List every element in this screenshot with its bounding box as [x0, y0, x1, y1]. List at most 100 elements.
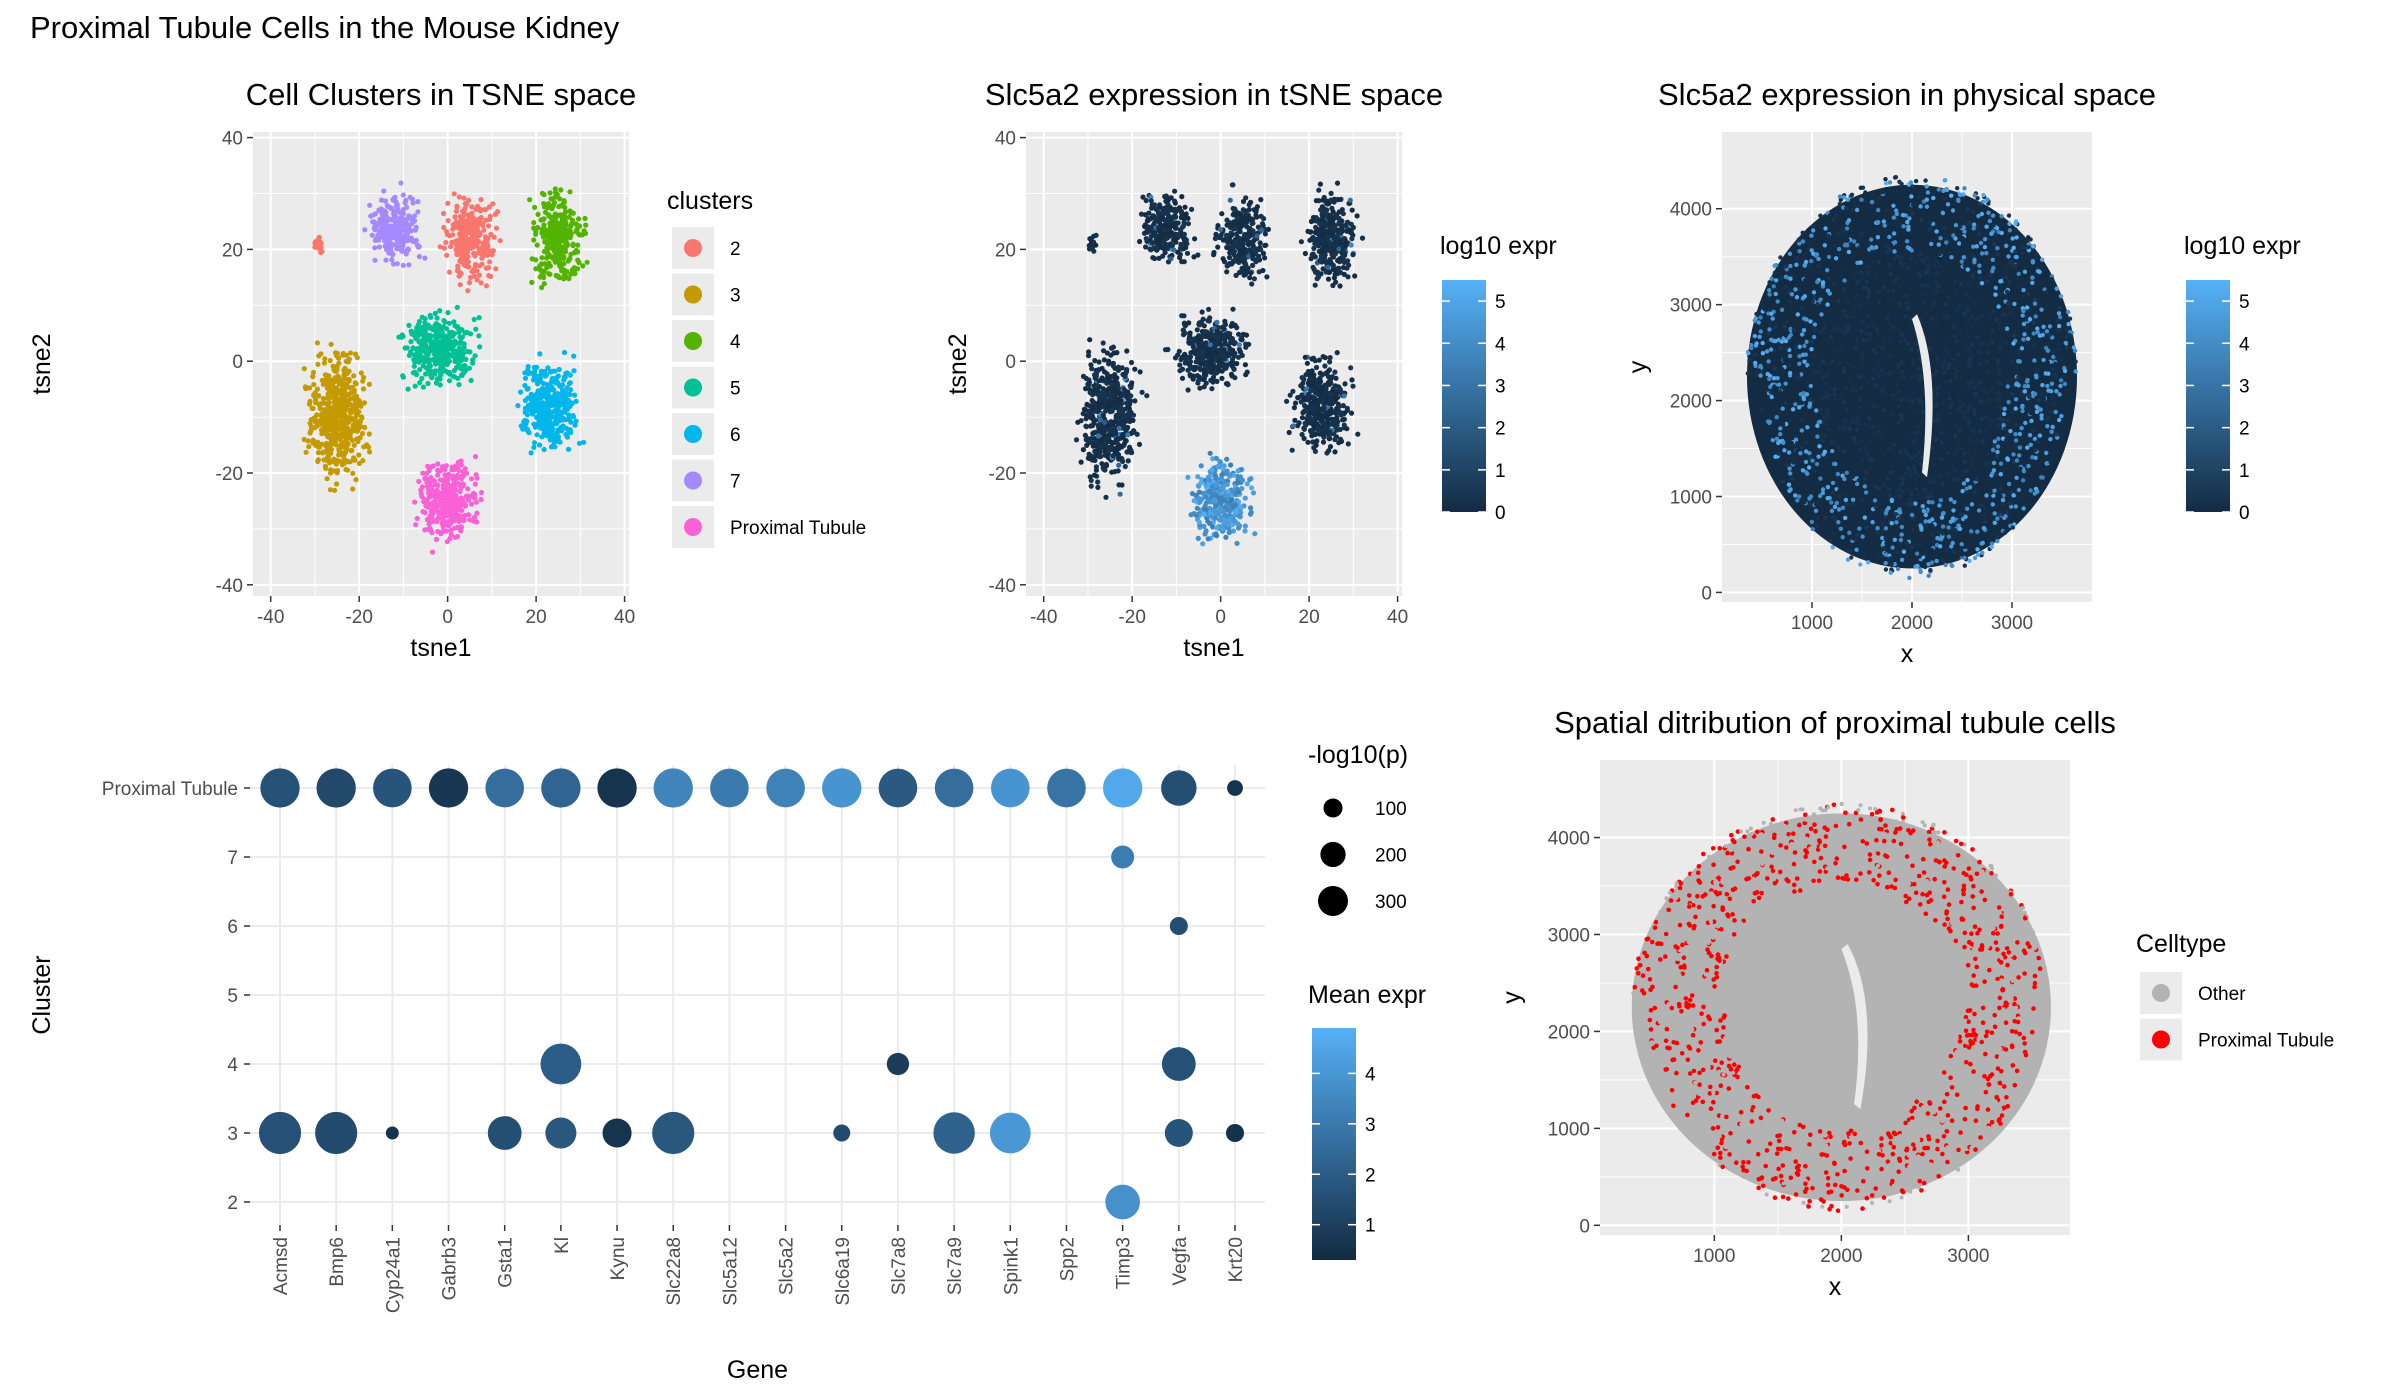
cell-point	[356, 452, 362, 458]
cell-point	[1116, 416, 1122, 423]
cell-point	[1332, 449, 1338, 455]
cell-point	[1120, 434, 1126, 440]
cell-point	[456, 518, 462, 525]
cell-point	[443, 229, 450, 235]
cell-point	[1338, 389, 1344, 395]
cell-point	[319, 377, 325, 383]
cell-point	[534, 414, 540, 420]
cell-point	[562, 374, 568, 380]
cell-point	[1242, 362, 1248, 368]
cell-point	[474, 277, 480, 283]
cell-point	[547, 229, 553, 235]
cell-point	[547, 190, 553, 196]
cell-point	[1179, 375, 1186, 381]
cell-point	[524, 412, 531, 418]
cell-point	[542, 261, 548, 267]
cell-point	[562, 209, 569, 215]
legend-label: 6	[730, 425, 741, 446]
cell-point	[329, 421, 335, 427]
cell-point	[1091, 472, 1098, 478]
cell-point	[1340, 264, 1347, 271]
cell-point	[473, 219, 479, 225]
cell-point	[400, 262, 406, 268]
cell-point	[547, 263, 554, 269]
cell-point	[1220, 256, 1226, 262]
colorbar-label: 3	[1495, 376, 1506, 397]
cell-point	[1194, 505, 1200, 511]
cell-point	[1220, 526, 1226, 532]
cell-point	[331, 433, 337, 439]
cell-point	[1318, 253, 1324, 259]
x-tick-label: 40	[614, 607, 635, 628]
cell-point	[479, 261, 485, 267]
cell-point	[466, 197, 472, 203]
cell-point	[333, 481, 340, 487]
cell-point	[1299, 415, 1305, 421]
cell-point	[1327, 408, 1333, 414]
cell-point	[518, 389, 524, 395]
cell-point	[1332, 418, 1338, 425]
cell-point	[362, 424, 368, 431]
cell-point	[337, 434, 344, 440]
cell-point	[459, 228, 465, 234]
cell-point	[1298, 383, 1304, 389]
cell-point	[332, 375, 338, 382]
cell-point	[1348, 365, 1354, 371]
cell-point	[1248, 270, 1254, 276]
cell-point	[1250, 247, 1256, 253]
cell-point	[416, 478, 422, 485]
cell-point	[437, 308, 443, 314]
cell-point	[1189, 373, 1195, 379]
y-axis-title: tsne2	[944, 333, 972, 394]
cell-point	[1181, 321, 1188, 327]
cell-point	[481, 227, 487, 233]
cell-point	[1201, 511, 1207, 517]
cell-point	[415, 209, 421, 215]
cell-point	[1336, 215, 1342, 221]
cell-point	[556, 244, 562, 250]
cell-point	[351, 373, 357, 379]
cell-point	[1304, 408, 1310, 414]
cell-point	[1214, 328, 1220, 334]
cell-point	[515, 403, 521, 409]
cell-point	[469, 476, 475, 482]
cell-point	[485, 265, 492, 271]
cell-point	[1095, 479, 1101, 485]
cell-point	[563, 240, 569, 247]
cell-point	[1215, 463, 1221, 470]
cell-point	[1255, 256, 1261, 262]
cell-point	[448, 244, 454, 250]
cell-point	[1093, 464, 1099, 470]
cell-point	[1090, 240, 1096, 246]
x-tick-label: -20	[1118, 607, 1145, 628]
cell-point	[1172, 213, 1178, 219]
cell-point	[1150, 245, 1157, 251]
cell-point	[445, 200, 451, 206]
cell-point	[539, 255, 545, 261]
cell-point	[569, 217, 576, 223]
cell-point	[1296, 420, 1302, 426]
cell-point	[350, 470, 356, 476]
cell-point	[1203, 494, 1209, 500]
cell-point	[1326, 374, 1332, 380]
cell-point	[1213, 482, 1219, 488]
cell-point	[525, 429, 532, 435]
cell-point	[1226, 530, 1232, 536]
cell-point	[323, 372, 329, 378]
cell-point	[458, 458, 464, 464]
cell-point	[441, 318, 447, 324]
cell-point	[453, 219, 460, 225]
cell-point	[341, 430, 348, 436]
cell-point	[544, 433, 550, 439]
cell-point	[306, 401, 313, 407]
cell-point	[534, 432, 540, 438]
cell-point	[459, 214, 465, 220]
cell-point	[324, 443, 330, 450]
cell-point	[485, 235, 491, 242]
cell-point	[1311, 245, 1317, 251]
panel-title: Cell Clusters in TSNE space	[246, 77, 637, 112]
cell-point	[1317, 258, 1323, 264]
colorbar	[1442, 280, 1486, 512]
colorbar-label: 2	[1495, 419, 1506, 440]
cell-point	[454, 203, 460, 209]
